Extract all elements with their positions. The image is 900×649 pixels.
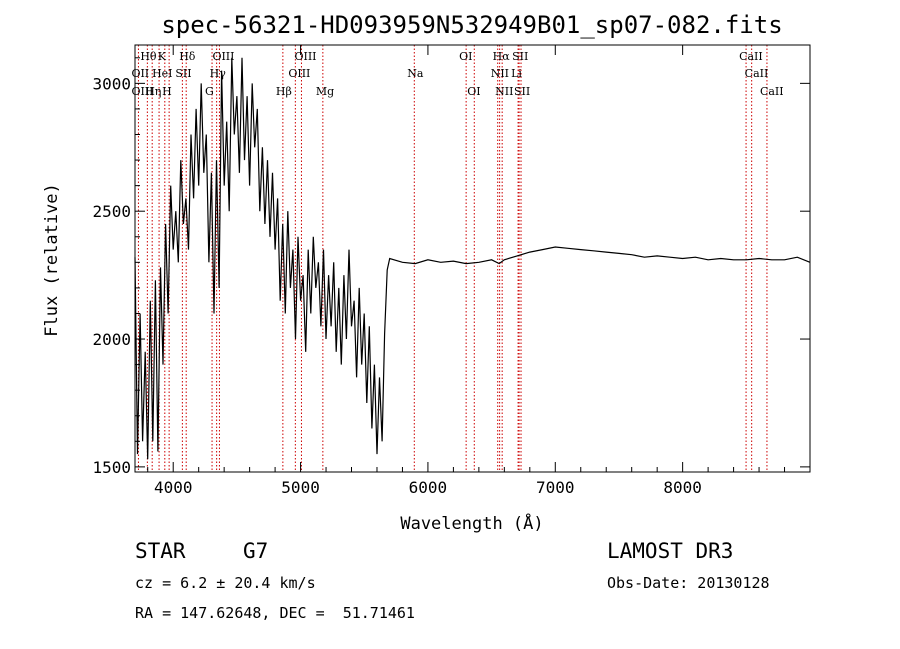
spectral-line-label: Hγ — [210, 67, 227, 80]
spectral-line-label: NII — [491, 67, 509, 80]
coordinates: RA = 147.62648, DEC = 51.71461 — [135, 604, 415, 622]
spectral-line-label: OI — [467, 85, 480, 98]
spectral-line-label: Na — [407, 67, 424, 80]
spectral-line-label: OII — [131, 67, 149, 80]
spectral-line-label: H — [162, 85, 172, 98]
spectral-line-label: Hα — [493, 50, 511, 63]
spectral-line-label: OIII — [288, 67, 310, 80]
x-axis-ticks: 4000 5000 6000 7000 8000 — [147, 45, 786, 497]
spectral-line-label: CaII — [739, 50, 763, 63]
redshift-cz: cz = 6.2 ± 20.4 km/s — [135, 574, 316, 592]
spectral-line-label: SII — [514, 85, 530, 98]
y-tick-label: 3000 — [92, 74, 131, 93]
y-tick-label: 1500 — [92, 458, 131, 477]
spectral-line-label: Li — [511, 67, 522, 80]
y-tick-label: 2000 — [92, 330, 131, 349]
spectral-line-label: Hθ — [140, 50, 157, 63]
y-tick-label: 2500 — [92, 202, 131, 221]
y-axis-ticks: 1500 2000 2500 3000 — [92, 57, 810, 477]
x-tick-label: 5000 — [281, 478, 320, 497]
spectral-line-label: Hδ — [179, 50, 196, 63]
x-tick-label: 6000 — [409, 478, 448, 497]
x-tick-label: 8000 — [663, 478, 702, 497]
spectral-line-label: Mg — [316, 85, 334, 98]
plot-frame — [134, 44, 811, 473]
object-subclass: G7 — [243, 539, 269, 563]
spectrum-series-line — [134, 57, 811, 460]
spectral-line-label: Hη — [145, 85, 161, 98]
spectral-line-label: G — [205, 85, 214, 98]
observation-date: Obs-Date: 20130128 — [607, 574, 770, 592]
x-axis-label: Wavelength (Å) — [400, 512, 543, 534]
x-tick-label: 4000 — [154, 478, 193, 497]
spectral-line-label: OIII — [212, 50, 234, 63]
spectral-line-label: SII — [512, 50, 528, 63]
spectral-line-label: K — [158, 50, 167, 63]
spectral-line-label: OIII — [131, 85, 153, 98]
object-class: STAR — [135, 539, 186, 563]
spectral-line-label: Hβ — [276, 85, 292, 98]
y-axis-label: Flux (relative) — [42, 183, 62, 337]
spectral-line-label: OI — [459, 50, 472, 63]
spectral-line-label: CaII — [745, 67, 769, 80]
survey-name: LAMOST DR3 — [607, 539, 734, 563]
x-tick-label: 7000 — [536, 478, 575, 497]
spectral-line-label: CaII — [760, 85, 784, 98]
spectral-line-label: HeI — [152, 67, 172, 80]
spectral-line-label: OIII — [294, 50, 316, 63]
spectral-line-label: NII — [495, 85, 513, 98]
spectral-line-label: SII — [175, 67, 191, 80]
chart-title: spec-56321-HD093959N532949B01_sp07-082.f… — [161, 11, 782, 39]
spectral-line-markers — [137, 45, 768, 472]
